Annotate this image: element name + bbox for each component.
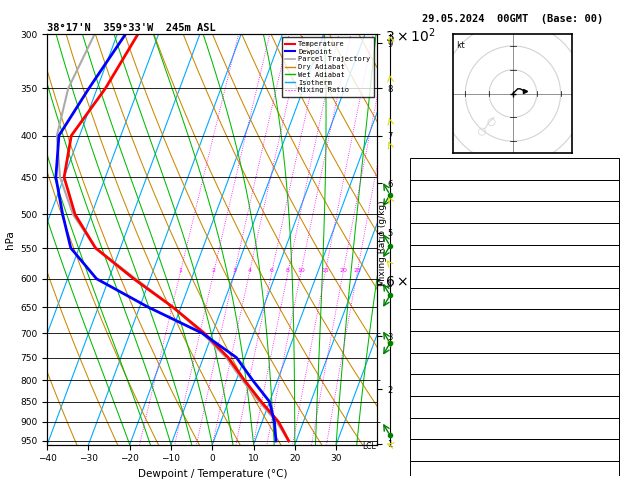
Bar [409, 483, 620, 486]
Y-axis label: hPa: hPa [4, 230, 14, 249]
Text: Surface: Surface [497, 229, 532, 238]
Bar [409, 244, 620, 266]
Text: 750: 750 [598, 402, 613, 411]
Text: Lifted Index: Lifted Index [416, 446, 476, 455]
Text: 10: 10 [297, 268, 305, 273]
Text: 325: 325 [598, 424, 613, 433]
Text: Dewp (°C): Dewp (°C) [416, 273, 461, 281]
Bar [409, 461, 620, 483]
Text: LCL: LCL [362, 442, 376, 451]
Text: 15: 15 [321, 268, 329, 273]
Text: Lifted Index: Lifted Index [416, 316, 476, 325]
Legend: Temperature, Dewpoint, Parcel Trajectory, Dry Adiabat, Wet Adiabat, Isotherm, Mi: Temperature, Dewpoint, Parcel Trajectory… [282, 37, 374, 97]
Text: CAPE (J): CAPE (J) [416, 337, 456, 347]
Text: 27: 27 [603, 164, 613, 174]
Text: 3: 3 [608, 446, 613, 455]
Text: 25: 25 [353, 268, 361, 273]
Text: 323: 323 [598, 294, 613, 303]
Bar [409, 331, 620, 353]
Text: 1: 1 [179, 268, 182, 273]
Bar [409, 158, 620, 180]
Text: 29.05.2024  00GMT  (Base: 00): 29.05.2024 00GMT (Base: 00) [422, 14, 603, 24]
Text: 8: 8 [286, 268, 290, 273]
Bar [409, 417, 620, 439]
Text: 0: 0 [608, 359, 613, 368]
Bar [409, 288, 620, 310]
Text: 0: 0 [608, 337, 613, 347]
Text: PW (cm): PW (cm) [416, 208, 451, 217]
Text: 4: 4 [247, 268, 252, 273]
Text: 2: 2 [211, 268, 216, 273]
Text: 2.38: 2.38 [593, 208, 613, 217]
Text: Totals Totals: Totals Totals [416, 186, 481, 195]
Text: 15.1: 15.1 [593, 273, 613, 281]
Y-axis label: km
ASL: km ASL [446, 240, 464, 261]
Text: K: K [416, 164, 421, 174]
Text: 3: 3 [232, 268, 237, 273]
Bar [409, 310, 620, 331]
Text: 18.2: 18.2 [593, 251, 613, 260]
Text: θₑ (K): θₑ (K) [416, 424, 446, 433]
Text: θₑ(K): θₑ(K) [416, 294, 441, 303]
Bar [409, 201, 620, 223]
Text: CAPE (J): CAPE (J) [416, 468, 456, 476]
Bar [409, 223, 620, 244]
Text: Mixing Ratio (g/kg): Mixing Ratio (g/kg) [378, 200, 387, 286]
Text: 3: 3 [608, 316, 613, 325]
Bar [409, 396, 620, 417]
Bar [409, 439, 620, 461]
Bar [409, 374, 620, 396]
Text: CIN (J): CIN (J) [416, 359, 451, 368]
Text: Most Unstable: Most Unstable [482, 381, 547, 390]
X-axis label: Dewpoint / Temperature (°C): Dewpoint / Temperature (°C) [138, 469, 287, 479]
Text: Temp (°C): Temp (°C) [416, 251, 461, 260]
Text: kt: kt [456, 41, 465, 50]
Text: 20: 20 [339, 268, 347, 273]
Text: 46: 46 [603, 186, 613, 195]
Text: Pressure (mb): Pressure (mb) [416, 402, 481, 411]
Bar [409, 180, 620, 201]
Bar [409, 266, 620, 288]
Text: 6: 6 [270, 268, 274, 273]
Text: 38°17'N  359°33'W  245m ASL: 38°17'N 359°33'W 245m ASL [47, 23, 216, 33]
Text: 0: 0 [608, 468, 613, 476]
Bar [409, 353, 620, 374]
